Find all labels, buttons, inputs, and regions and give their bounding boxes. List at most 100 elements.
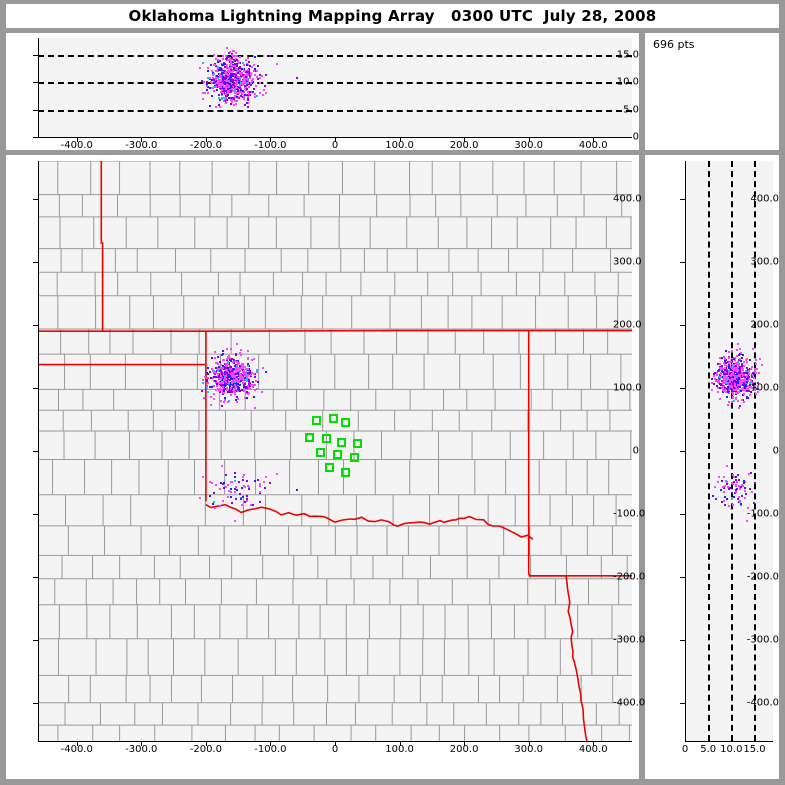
lightning-source-point — [202, 80, 205, 83]
map-x-tick-label: 100.0 — [385, 744, 414, 755]
lightning-source-point — [245, 374, 248, 377]
lightning-source-point — [220, 83, 222, 85]
lightning-source-point — [248, 85, 251, 88]
lightning-source-point — [208, 481, 211, 484]
lightning-source-point — [258, 81, 261, 84]
lightning-source-point — [737, 362, 740, 365]
lightning-source-point — [233, 378, 236, 381]
lightning-source-point — [246, 369, 249, 372]
lightning-source-point — [737, 400, 740, 403]
lightning-source-point — [214, 382, 217, 385]
lightning-source-point — [209, 396, 212, 399]
top-x-tick-mark — [399, 137, 401, 142]
lightning-source-point — [238, 68, 241, 71]
lightning-source-point — [745, 519, 748, 522]
lightning-source-point — [723, 373, 726, 376]
lightning-source-point — [245, 77, 248, 80]
lightning-source-point — [240, 365, 243, 367]
lightning-source-point — [216, 65, 219, 68]
lightning-source-point — [240, 388, 243, 391]
lightning-source-point — [216, 369, 219, 372]
lightning-source-point — [220, 374, 223, 377]
lightning-source-point — [246, 96, 249, 99]
lightning-source-point — [216, 363, 219, 366]
lightning-source-point — [731, 384, 734, 387]
lightning-source-point — [224, 73, 227, 76]
lightning-source-point — [234, 388, 237, 391]
lightning-source-point — [248, 94, 251, 97]
lightning-source-point — [246, 72, 249, 75]
lightning-source-point — [259, 485, 262, 488]
lightning-source-point — [230, 488, 233, 491]
lightning-source-point — [220, 94, 223, 97]
lightning-source-point — [746, 366, 749, 369]
lightning-source-point — [228, 361, 231, 364]
lightning-source-point — [243, 365, 246, 368]
lightning-source-point — [221, 392, 224, 395]
lightning-source-point — [229, 371, 232, 374]
lightning-source-point — [256, 76, 259, 79]
lightning-source-point — [230, 376, 233, 379]
lightning-source-point — [245, 73, 248, 76]
lightning-source-point — [748, 372, 750, 375]
lightning-source-point — [724, 391, 727, 393]
lightning-source-point — [731, 388, 734, 391]
lightning-source-point — [212, 376, 215, 379]
lightning-source-point — [228, 367, 231, 370]
lightning-source-point — [744, 493, 747, 495]
lightning-source-point — [228, 383, 231, 386]
lightning-source-point — [239, 56, 242, 59]
lightning-source-point — [723, 389, 726, 392]
map-x-tick-label: -100.0 — [254, 744, 287, 755]
lightning-source-point — [244, 378, 247, 381]
lightning-source-point — [223, 359, 226, 362]
lightning-source-point — [738, 368, 740, 371]
lightning-source-point — [725, 497, 728, 500]
lightning-source-point — [236, 81, 239, 84]
lightning-source-point — [729, 371, 732, 374]
lightning-source-point — [220, 72, 223, 75]
lightning-source-point — [242, 390, 245, 393]
lightning-source-point — [210, 82, 213, 85]
lightning-source-point — [223, 65, 226, 68]
lightning-source-point — [230, 98, 233, 101]
lightning-source-point — [724, 496, 727, 499]
lightning-source-point — [222, 81, 225, 84]
lightning-source-point — [225, 364, 227, 367]
lightning-source-point — [208, 78, 211, 80]
lightning-source-point — [734, 377, 736, 380]
lightning-source-point — [731, 482, 734, 485]
lightning-source-point — [246, 485, 249, 488]
lightning-source-point — [206, 82, 209, 85]
lightning-source-point — [731, 381, 734, 384]
lightning-source-point — [227, 355, 230, 358]
lightning-source-point — [744, 383, 747, 386]
lightning-source-point — [749, 378, 752, 381]
lightning-source-point — [223, 100, 226, 103]
lightning-source-point — [727, 367, 730, 369]
lightning-source-point — [239, 349, 242, 352]
lightning-source-point — [742, 375, 745, 378]
lightning-source-point — [229, 373, 232, 376]
lightning-source-point — [743, 377, 746, 380]
lightning-source-point — [735, 392, 738, 394]
lightning-source-point — [229, 358, 232, 361]
lightning-source-point — [736, 474, 739, 477]
lightning-source-point — [211, 94, 214, 97]
lightning-source-point — [716, 379, 719, 382]
top-x-tick-label: 300.0 — [514, 140, 544, 151]
lightning-source-point — [227, 52, 230, 54]
lightning-source-point — [217, 389, 220, 392]
lightning-source-point — [246, 87, 248, 90]
lightning-source-point — [753, 376, 756, 379]
lightning-source-point — [733, 380, 736, 383]
lightning-source-point — [228, 64, 231, 67]
right-y-tick-mark — [680, 703, 686, 705]
lightning-source-point — [228, 369, 231, 371]
lightning-source-point — [217, 375, 220, 378]
lightning-source-point — [746, 377, 749, 380]
lightning-source-point — [723, 503, 726, 506]
lightning-source-point — [727, 363, 730, 366]
lightning-source-point — [225, 95, 228, 98]
lightning-source-point — [246, 390, 248, 393]
